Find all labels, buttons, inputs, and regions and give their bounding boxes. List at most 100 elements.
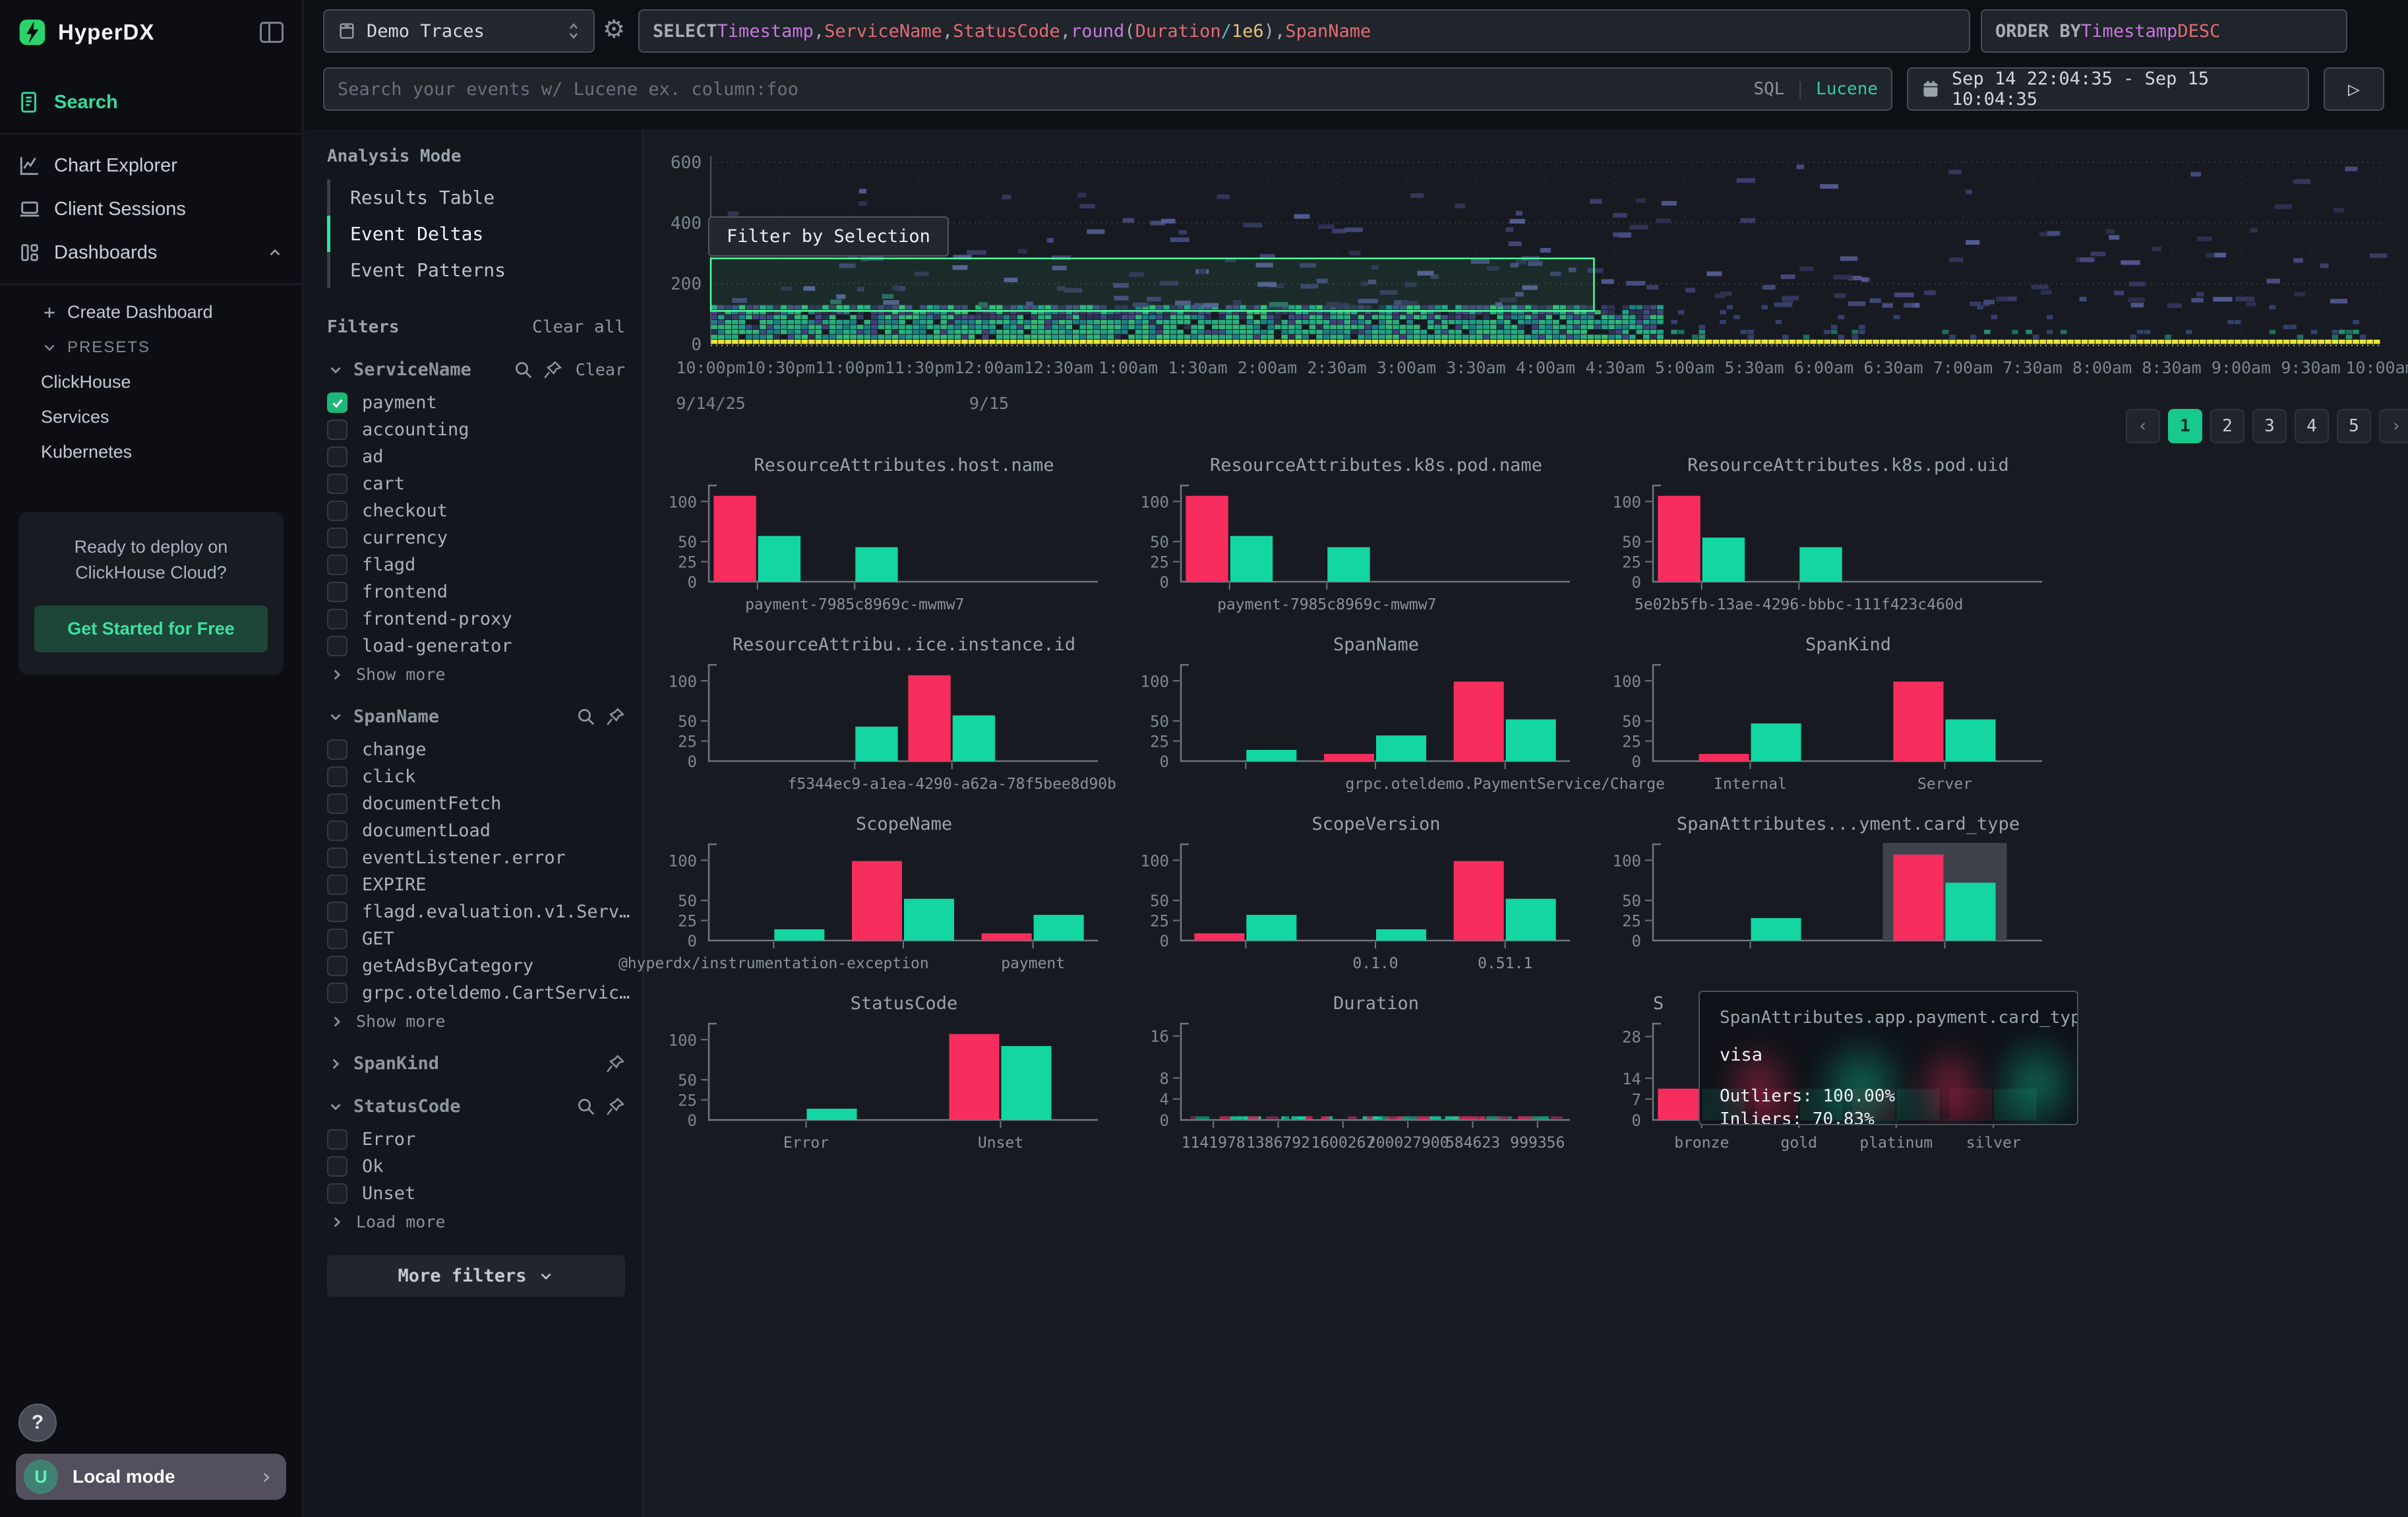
chart-plot[interactable]: 025501000.1.00.51.1 <box>1131 840 1593 992</box>
checkbox[interactable] <box>327 609 347 629</box>
filter-option[interactable]: flagd <box>327 551 625 578</box>
pagination-next-button[interactable]: › <box>2379 409 2408 443</box>
inlier-bar[interactable] <box>758 536 800 582</box>
mini-chart-scopeversion[interactable]: ScopeVersion025501000.1.00.51.1 <box>1131 813 1604 992</box>
mini-chart-spanname[interactable]: SpanName02550100grpc.oteldemo.PaymentSer… <box>1131 633 1604 813</box>
sidebar-preset-services[interactable]: Services <box>41 400 302 435</box>
inlier-bar[interactable] <box>1246 915 1296 941</box>
outlier-bar[interactable] <box>908 675 950 761</box>
filter-option[interactable]: documentLoad <box>327 817 625 844</box>
show-more-button[interactable]: Show more <box>327 1006 625 1031</box>
clear-filter-button[interactable]: Clear <box>576 360 625 379</box>
chevron-down-icon[interactable] <box>327 361 344 379</box>
more-filters-button[interactable]: More filters <box>327 1255 625 1297</box>
checkbox[interactable] <box>327 983 347 1003</box>
checkbox[interactable] <box>327 956 347 976</box>
help-button[interactable]: ? <box>18 1404 57 1442</box>
inlier-bar[interactable] <box>855 547 897 582</box>
mini-chart-duration[interactable]: Duration04816114197813867921600267200027… <box>1131 992 1604 1171</box>
gear-icon[interactable]: ⚙ <box>603 15 625 44</box>
filter-option[interactable]: payment <box>327 389 625 416</box>
create-dashboard-button[interactable]: Create Dashboard <box>41 294 302 330</box>
outlier-bar[interactable] <box>1699 754 1749 761</box>
filter-option[interactable]: documentFetch <box>327 790 625 817</box>
filter-option[interactable]: Error <box>327 1126 625 1153</box>
filter-option[interactable]: cart <box>327 470 625 497</box>
filter-option[interactable]: flagd.evaluation.v1.Serv… <box>327 898 625 925</box>
outlier-bar[interactable] <box>1658 1089 1700 1120</box>
lucene-mode-toggle[interactable]: Lucene <box>1816 79 1878 99</box>
order-by-input[interactable]: ORDER BY Timestamp DESC <box>1981 9 2347 53</box>
chevron-down-icon[interactable] <box>327 1098 344 1115</box>
chevron-right-icon[interactable] <box>328 1214 346 1231</box>
checkbox[interactable] <box>327 739 347 760</box>
outlier-bar[interactable] <box>949 1034 1000 1120</box>
analysis-mode-results-table[interactable]: Results Table <box>327 179 625 216</box>
filter-option[interactable]: grpc.oteldemo.CartServic… <box>327 979 625 1006</box>
filter-option[interactable]: accounting <box>327 416 625 443</box>
inlier-bar[interactable] <box>1946 882 1996 941</box>
inlier-bar[interactable] <box>1946 720 1996 761</box>
get-started-button[interactable]: Get Started for Free <box>34 605 268 652</box>
checkbox[interactable] <box>327 501 347 521</box>
inlier-bar[interactable] <box>1327 547 1370 582</box>
inlier-bar[interactable] <box>807 1109 857 1120</box>
inlier-bar[interactable] <box>1230 536 1273 582</box>
heatmap-selection[interactable] <box>711 259 1594 311</box>
filter-option[interactable]: EXPIRE <box>327 871 625 898</box>
filter-option[interactable]: Unset <box>327 1180 625 1207</box>
checkbox[interactable] <box>327 848 347 868</box>
filter-option[interactable]: Ok <box>327 1153 625 1180</box>
pagination-page-2[interactable]: 2 <box>2210 409 2244 443</box>
mini-chart-spanattributes-yment-card-type[interactable]: SpanAttributes...yment.card_type02550100 <box>1604 813 2076 992</box>
inlier-bar[interactable] <box>1751 918 1801 941</box>
chevron-up-icon[interactable] <box>266 244 284 261</box>
checkbox[interactable] <box>327 555 347 575</box>
chart-plot[interactable]: 02550100payment-7985c8969c-mwmw7 <box>1131 481 1593 633</box>
outlier-bar[interactable] <box>1186 496 1228 582</box>
checkbox[interactable] <box>327 1156 347 1177</box>
inlier-bar[interactable] <box>1751 724 1801 761</box>
outlier-bar[interactable] <box>1194 933 1244 941</box>
mini-chart-spankind[interactable]: SpanKind02550100InternalServer <box>1604 633 2076 813</box>
inlier-bar[interactable] <box>855 727 897 761</box>
checkbox[interactable] <box>327 929 347 949</box>
sidebar-preset-clickhouse[interactable]: ClickHouse <box>41 365 302 400</box>
inlier-bar[interactable] <box>1799 547 1842 582</box>
outlier-bar[interactable] <box>982 933 1032 941</box>
search-icon[interactable] <box>514 360 533 380</box>
chevron-right-icon[interactable] <box>328 666 346 683</box>
chevron-right-icon[interactable] <box>327 1055 344 1072</box>
filter-option[interactable]: load-generator <box>327 633 625 660</box>
checkbox[interactable] <box>327 447 347 467</box>
filter-option[interactable]: eventListener.error <box>327 844 625 871</box>
show-more-button[interactable]: Show more <box>327 660 625 684</box>
inlier-bar[interactable] <box>1506 720 1556 761</box>
chart-plot[interactable]: 025501005e02b5fb-13ae-4296-bbbc-111f423c… <box>1604 481 2065 633</box>
checkbox[interactable] <box>327 528 347 548</box>
outlier-bar[interactable] <box>1894 855 1944 941</box>
search-icon[interactable] <box>576 707 596 727</box>
chevron-right-icon[interactable] <box>328 1013 346 1030</box>
chart-plot[interactable]: 02550100grpc.oteldemo.PaymentService/Cha… <box>1131 661 1593 813</box>
inlier-bar[interactable] <box>953 716 995 761</box>
filter-option[interactable]: checkout <box>327 497 625 524</box>
chart-plot[interactable]: 02550100f5344ec9-a1ea-4290-a62a-78f5bee8… <box>659 661 1121 813</box>
checkbox[interactable] <box>327 474 347 494</box>
outlier-bar[interactable] <box>713 496 756 582</box>
inlier-bar[interactable] <box>1702 538 1745 582</box>
data-source-select[interactable]: Demo Traces <box>323 9 595 53</box>
chart-plot[interactable]: 02550100 <box>1604 840 2065 992</box>
sql-mode-toggle[interactable]: SQL <box>1753 79 1784 99</box>
filter-option[interactable]: click <box>327 763 625 790</box>
filter-option[interactable]: currency <box>327 524 625 551</box>
mini-chart-scopename[interactable]: ScopeName02550100@hyperdx/instrumentatio… <box>659 813 1131 992</box>
sidebar-preset-kubernetes[interactable]: Kubernetes <box>41 435 302 470</box>
pin-icon[interactable] <box>605 1054 625 1074</box>
filter-option[interactable]: GET <box>327 925 625 952</box>
events-heatmap[interactable]: 10:00pm10:30pm11:00pm11:30pm12:00am12:30… <box>659 139 2393 422</box>
mini-chart-resourceattributes-host-name[interactable]: ResourceAttributes.host.name02550100paym… <box>659 454 1131 633</box>
chart-plot[interactable]: 02550100InternalServer <box>1604 661 2065 813</box>
outlier-bar[interactable] <box>852 861 902 941</box>
filter-option[interactable]: change <box>327 736 625 763</box>
